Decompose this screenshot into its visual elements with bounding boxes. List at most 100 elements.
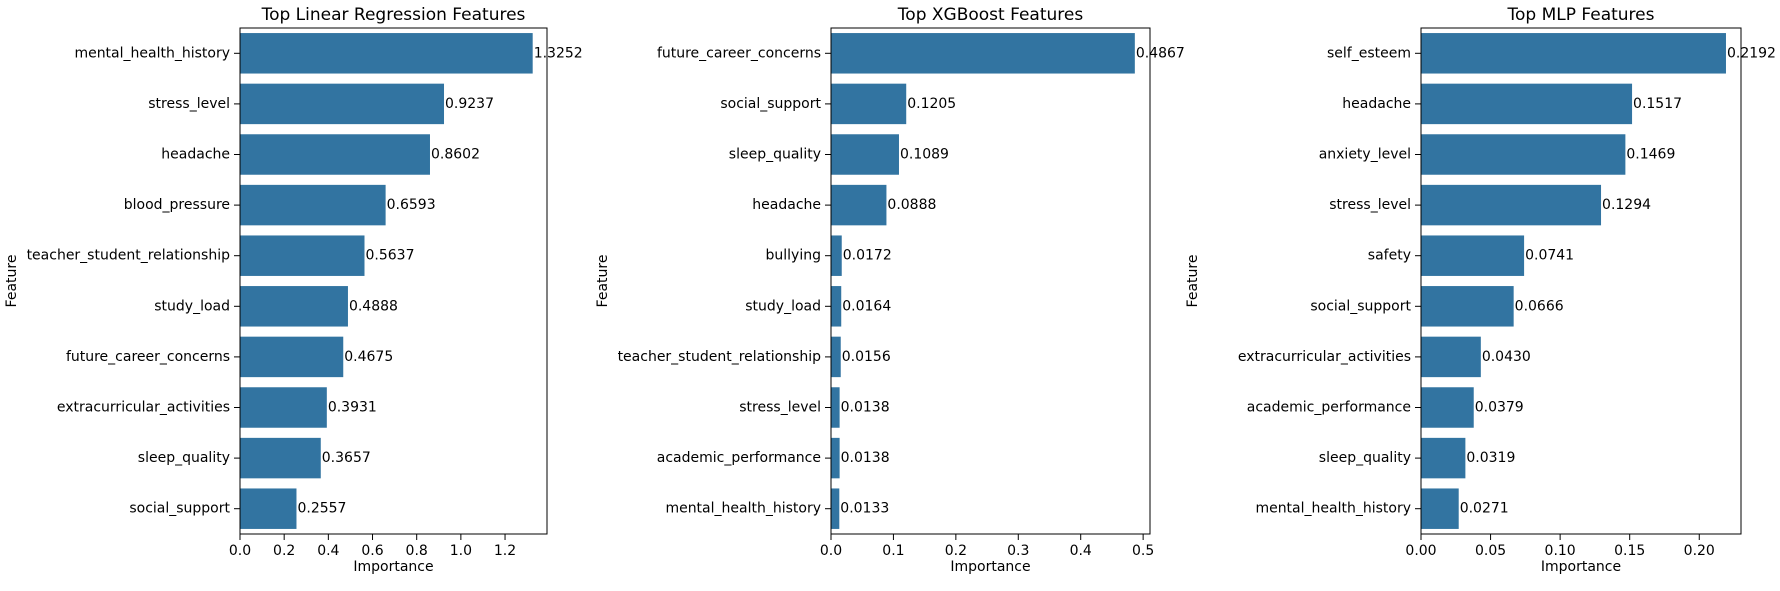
bar [240,387,327,428]
linreg-panel: 1.3252 mental_health_history 0.9237 stress_… [4,5,583,575]
bar-value-label: 0.0164 [842,298,891,314]
category-label: mental_health_history [74,45,230,61]
x-tick-label: 0.05 [1475,543,1506,559]
x-tick-label: 0.15 [1614,543,1645,559]
bar [831,286,842,327]
bar-value-label: 0.1469 [1626,147,1675,163]
bar [831,437,840,479]
x-tick-label: 0.2 [273,543,295,559]
bar-value-label: 0.9237 [445,96,494,112]
bar-value-label: 0.0379 [1475,400,1524,416]
x-axis-label: Importance [950,559,1030,575]
category-label: mental_health_history [665,501,821,517]
bar-value-label: 0.1205 [907,96,956,112]
bar-value-label: 0.4888 [349,298,398,314]
bar [240,437,321,479]
bar [240,33,533,74]
bar-value-label: 0.4867 [1136,45,1185,61]
bar [240,83,445,125]
bar-value-label: 0.1517 [1633,96,1682,112]
bar-value-label: 0.3931 [328,400,377,416]
category-label: self_esteem [1327,45,1411,61]
category-label: future_career_concerns [66,349,230,365]
category-label: sleep_quality [729,147,821,163]
plot-frame [1420,27,1742,535]
bar [831,184,887,226]
category-label: social_support [720,96,821,112]
y-axis-label: Feature [1185,255,1201,308]
category-label: headache [1342,96,1411,112]
category-label: blood_pressure [124,197,230,213]
category-label: mental_health_history [1255,501,1411,517]
y-axis-label: Feature [4,255,20,308]
bar-value-label: 0.0741 [1525,248,1574,264]
bar-value-label: 0.0666 [1515,298,1564,314]
bar-value-label: 0.0133 [840,501,889,517]
category-label: safety [1368,248,1411,264]
plot-frame [830,27,1151,535]
category-label: sleep_quality [138,450,230,466]
x-tick-label: 0.0 [820,543,842,559]
bar-value-label: 0.0156 [842,349,891,365]
x-tick-label: 1.2 [494,543,516,559]
category-label: study_load [745,298,821,314]
category-label: bullying [766,248,821,264]
bar [1421,134,1626,175]
bar [240,286,348,327]
bar [831,235,842,276]
x-tick-label: 0.5 [1132,543,1154,559]
category-label: academic_performance [1247,400,1411,416]
bar-value-label: 0.2192 [1727,45,1776,61]
bar-value-label: 0.4675 [344,349,393,365]
bar-value-label: 0.1089 [900,147,949,163]
category-label: study_load [154,298,230,314]
chart-title: Top Linear Regression Features [261,5,526,25]
x-tick-label: 0.8 [406,543,428,559]
category-label: social_support [129,501,230,517]
bar [831,336,841,378]
bar [240,235,365,276]
x-tick-label: 0.2 [945,543,967,559]
x-axis-label: Importance [1541,559,1621,575]
chart-title: Top MLP Features [1507,5,1655,25]
x-tick-label: 0.3 [1007,543,1029,559]
x-tick-label: 0.4 [1070,543,1092,559]
x-axis-label: Importance [353,559,433,575]
bar-value-label: 0.0138 [841,400,890,416]
x-tick-label: 0.6 [361,543,383,559]
category-label: extracurricular_activities [1238,349,1411,365]
category-label: stress_level [148,96,230,112]
category-label: academic_performance [657,450,821,466]
bar-value-label: 0.0430 [1482,349,1531,365]
category-label: sleep_quality [1319,450,1411,466]
category-label: extracurricular_activities [57,400,230,416]
x-tick-label: 0.20 [1684,543,1715,559]
bar [240,134,430,175]
bar [831,33,1135,74]
bar-value-label: 0.0888 [887,197,936,213]
category-label: headache [752,197,821,213]
bar-value-label: 0.0138 [841,450,890,466]
bar [831,387,840,428]
bar [1421,336,1481,378]
x-tick-label: 0.0 [229,543,251,559]
bar-value-label: 0.2557 [297,501,346,517]
bar [1421,488,1459,529]
x-tick-label: 0.10 [1545,543,1576,559]
bar [831,134,899,175]
bar [1421,235,1525,276]
y-axis-label: Feature [595,255,611,308]
bar [1421,286,1514,327]
bar [240,336,344,378]
x-tick-label: 0.1 [882,543,904,559]
bar-value-label: 0.8602 [431,147,480,163]
bar [1421,83,1633,125]
bar-value-label: 0.0319 [1466,450,1515,466]
category-label: teacher_student_relationship [618,349,822,365]
bar [831,83,907,125]
x-tick-label: 0.00 [1405,543,1436,559]
bar-value-label: 0.1294 [1602,197,1651,213]
bar-value-label: 0.3657 [322,450,371,466]
bar-value-label: 0.0172 [843,248,892,264]
